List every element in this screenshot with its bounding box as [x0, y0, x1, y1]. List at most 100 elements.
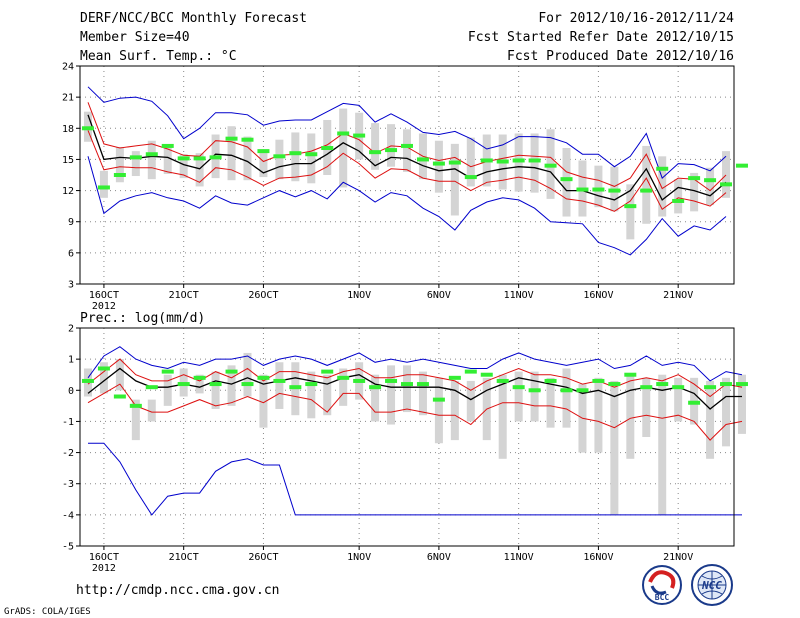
prec-xtick-label: 21NOV [663, 552, 693, 563]
prec-obs-marker [528, 388, 541, 393]
prec-obs-marker [177, 382, 190, 387]
panel-title-precipitation: Prec.: log(mm/d) [80, 311, 205, 326]
temp-xtick-label: 16OCT [89, 290, 119, 301]
temp-xtick-label: 16NOV [583, 290, 613, 301]
prec-spread-box [163, 374, 172, 406]
prec-obs-marker [512, 385, 525, 390]
prec-spread-box [259, 374, 268, 428]
temp-spread-box [450, 143, 459, 216]
prec-spread-box [562, 368, 571, 428]
temp-obs-marker [464, 175, 477, 180]
prec-ytick-label: -4 [62, 510, 74, 521]
temp-obs-marker [209, 155, 222, 160]
temp-obs-marker [576, 187, 589, 192]
precipitation-panel: -5 -4 -3 -2 -1 0 1 2 16OCT 21OCT 26OCT 1NOV 6NOV 11NO… [62, 324, 748, 574]
temp-spread-box [642, 145, 651, 224]
prec-spread-box [737, 374, 746, 434]
prec-spread-box [307, 371, 316, 419]
bcc-logo-text: BCC [655, 593, 670, 602]
prec-spread-box [147, 399, 156, 422]
temp-obs-marker [656, 166, 669, 171]
temp-spread-box [434, 140, 443, 193]
prec-spread-box [131, 399, 140, 441]
temp-xtick-label: 11NOV [504, 290, 534, 301]
prec-spread-box [450, 380, 459, 441]
prec-spread-box [434, 377, 443, 444]
panel-title-temperature: Mean Surf. Temp.: °C [80, 49, 237, 64]
prec-obs-marker [257, 375, 270, 380]
prec-xtick-label: 16OCT [89, 552, 119, 563]
temp-obs-marker [512, 158, 525, 163]
temp-ytick-label: 3 [68, 280, 74, 291]
temp-obs-marker [81, 126, 94, 131]
temp-obs-marker [401, 143, 413, 148]
prec-spread-box [498, 374, 507, 459]
temp-obs-marker [129, 155, 142, 160]
prec-spread-box [99, 362, 108, 394]
footer: http://cmdp.ncc.cma.gov.cn GrADS: COLA/I… [4, 583, 280, 617]
temp-obs-marker [97, 185, 110, 190]
prec-ytick-label: 2 [68, 324, 74, 335]
temp-obs-marker [624, 204, 637, 209]
temp-ytick-label: 15 [62, 155, 74, 166]
temp-obs-marker [289, 151, 302, 156]
temp-obs-marker [432, 161, 445, 166]
temp-xtick-label: 1NOV [347, 290, 371, 301]
temp-ytick-label: 18 [62, 124, 74, 135]
temp-plot-frame [79, 65, 735, 285]
prec-spread-box [418, 371, 427, 416]
temp-ytick-label: 9 [68, 217, 74, 228]
temp-spread-box [658, 156, 667, 217]
prec-obs-marker [735, 382, 748, 387]
temp-spread-box [706, 167, 715, 206]
prec-obs-marker [337, 375, 350, 380]
prec-spread-box [387, 365, 396, 425]
temp-spread-box [147, 140, 156, 180]
grads-credit: GrADS: COLA/IGES [4, 607, 91, 617]
prec-max-line [87, 346, 743, 382]
temp-year-label: 2012 [92, 301, 116, 312]
temp-spread-box [275, 139, 284, 180]
prec-min-line [88, 442, 742, 516]
temp-obs-marker [273, 154, 286, 159]
prec-spread-box [211, 371, 220, 409]
website-link[interactable]: http://cmdp.ncc.cma.gov.cn [76, 583, 280, 598]
prec-obs-marker [193, 375, 206, 380]
prec-obs-marker [401, 382, 413, 387]
prec-obs-marker [592, 378, 605, 383]
temp-spread-box [562, 148, 571, 217]
temp-obs-marker [241, 137, 254, 142]
prec-obs-marker [113, 394, 126, 399]
temp-spread-box [690, 172, 699, 212]
prec-ytick-label: -2 [62, 448, 74, 459]
prec-obs-marker [289, 385, 302, 390]
prec-obs-marker [464, 369, 477, 374]
prec-spread-box [674, 377, 683, 422]
header-member-size: Member Size=40 [80, 30, 190, 45]
temp-mean-line [87, 114, 727, 201]
prec-upper-line [87, 358, 743, 398]
prec-plot-frame [79, 327, 735, 547]
ncc-logo-grid [698, 571, 726, 599]
prec-spread-box [243, 352, 252, 397]
temp-obs-marker [353, 133, 366, 138]
prec-obs-marker [432, 397, 445, 402]
prec-ytick-label: 1 [68, 355, 74, 366]
prec-spread-box [275, 362, 284, 409]
temp-spread-box [307, 133, 316, 184]
temp-spread-box [99, 170, 108, 198]
prec-xtick-label: 26OCT [248, 552, 278, 563]
prec-lower-line [87, 383, 743, 441]
temp-spread-box [371, 123, 380, 170]
temp-spread-box [243, 136, 252, 181]
temp-obs-marker [113, 173, 126, 177]
prec-obs-marker [97, 366, 110, 371]
prec-obs-marker [720, 382, 733, 387]
prec-year-label: 2012 [92, 563, 116, 574]
ncc-logo: NCC [691, 564, 733, 606]
prec-xtick-label: 16NOV [583, 552, 613, 563]
prec-obs-marker [496, 378, 509, 383]
prec-ytick-label: -5 [62, 542, 74, 553]
temp-spread-box [530, 133, 539, 193]
